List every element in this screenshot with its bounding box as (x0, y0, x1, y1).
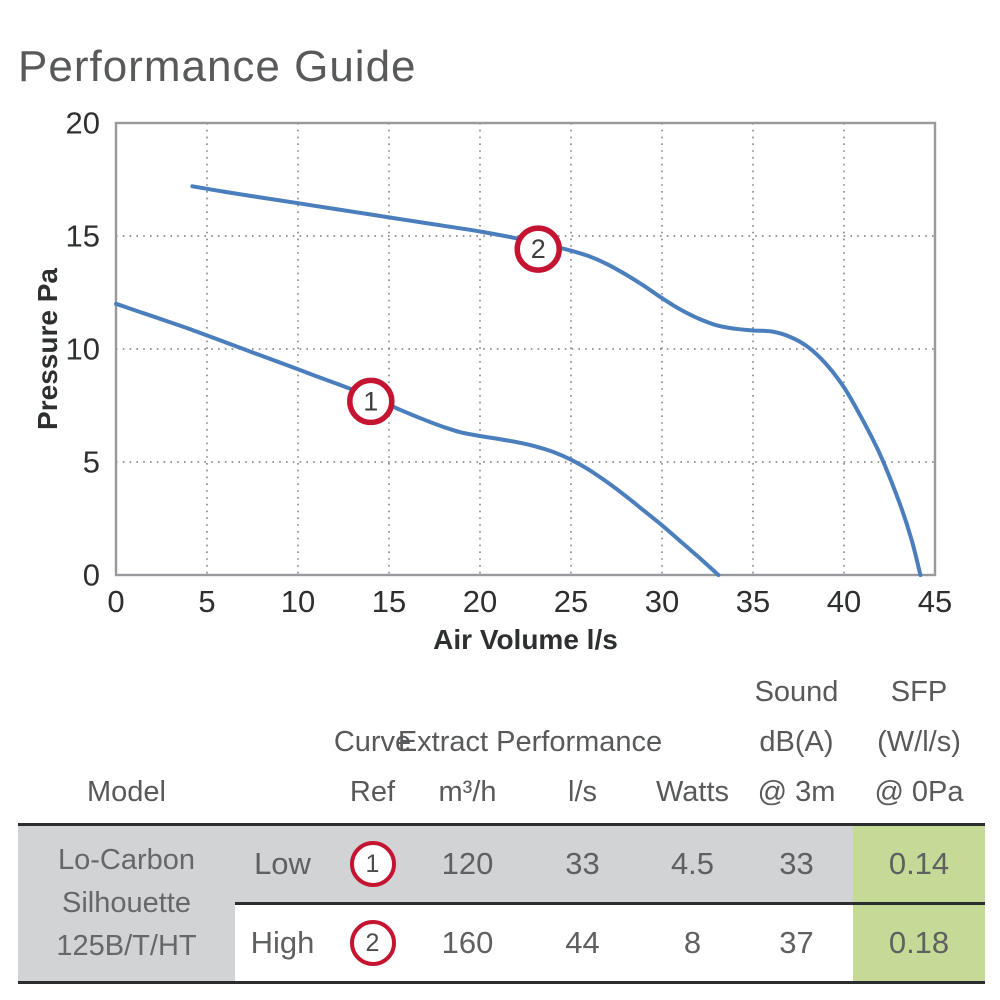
y-tick-label: 15 (66, 219, 100, 254)
x-tick-label: 25 (554, 584, 588, 619)
x-axis-title: Air Volume l/s (433, 624, 618, 655)
low-sfp-value: 0.14 (853, 826, 985, 902)
header-sfp-line1: SFP (890, 676, 948, 708)
header-curve-ref: Curve Ref (330, 717, 415, 823)
performance-curve-1 (114, 301, 721, 577)
header-ls-label: l/s (568, 776, 597, 808)
high-sfp-value: 0.18 (853, 905, 985, 981)
chart-curve-markers: 12 (347, 225, 562, 426)
plot-frame (114, 121, 937, 577)
header-extract-performance: Extract Performance (398, 717, 662, 767)
curve-ref-2-badge: 2 (349, 920, 396, 966)
header-model-label: Model (87, 776, 166, 808)
header-sound-line1: Sound (754, 676, 839, 708)
low-ls-value: 33 (565, 846, 600, 881)
table-row-high: High 2 160 44 8 37 0.18 (235, 905, 985, 981)
header-model: Model (18, 767, 235, 823)
x-tick-label: 30 (645, 584, 679, 619)
header-ls: l/s (520, 767, 645, 823)
x-tick-label: 20 (463, 584, 497, 619)
high-curve-ref-cell: 2 (330, 905, 415, 981)
header-sound: Sound dB(A) @ 3m (740, 667, 853, 823)
spec-table-body: Lo-Carbon Silhouette 125B/T/HT Low 1 120… (18, 823, 985, 984)
y-tick-label: 10 (66, 332, 100, 367)
model-cell: Lo-Carbon Silhouette 125B/T/HT (18, 826, 235, 981)
x-tick-label: 10 (281, 584, 315, 619)
header-sfp: SFP (W/l/s) @ 0Pa (853, 667, 985, 823)
header-sound-line3: @ 3m (757, 776, 836, 808)
curve-ref-1-badge: 1 (349, 841, 396, 887)
x-tick-label: 45 (918, 584, 952, 619)
y-tick-label: 0 (83, 558, 100, 593)
curve-marker-label-1: 1 (363, 386, 378, 416)
page-title: Performance Guide (18, 42, 417, 91)
high-ls-value: 44 (565, 925, 600, 960)
high-watts-value: 8 (683, 925, 702, 960)
y-tick-label: 20 (66, 106, 100, 141)
y-axis-title: Pressure Pa (32, 268, 63, 430)
performance-curve-2 (190, 184, 923, 577)
header-m3h-label: m³/h (438, 776, 497, 808)
low-m3h-value: 120 (441, 846, 494, 881)
curve-marker-label-2: 2 (531, 234, 546, 264)
low-curve-ref-cell: 1 (330, 826, 415, 902)
header-extract-label: Extract Performance (397, 726, 663, 758)
curve-marker-ring-1 (347, 377, 395, 426)
x-tick-label: 40 (827, 584, 861, 619)
header-watts: Watts (645, 767, 740, 823)
header-sfp-line3: @ 0Pa (874, 776, 964, 808)
spec-table-header: Model Curve Ref Extract Performance m³/h… (18, 672, 985, 823)
model-line1: Lo-Carbon (57, 844, 196, 876)
curve-marker-ring-2 (514, 225, 562, 273)
model-line2: Silhouette (62, 887, 191, 919)
chart-axis-labels: 0 5 10 15 20 25 30 35 40 45 0 5 10 15 20 Air Volume l/s… (32, 106, 952, 656)
chart-frame (114, 121, 937, 577)
high-m3h-value: 160 (441, 925, 494, 960)
high-sound-value: 37 (779, 925, 814, 960)
header-sound-line2: dB(A) (759, 726, 834, 758)
header-curve-line2: Ref (349, 776, 396, 808)
table-row-low: Low 1 120 33 4.5 33 0.14 (235, 826, 985, 902)
low-watts-value: 4.5 (670, 846, 715, 881)
header-m3h: m³/h (415, 767, 520, 823)
x-tick-label: 15 (372, 584, 406, 619)
x-tick-label: 5 (198, 584, 215, 619)
low-speed-label: Low (254, 846, 311, 881)
chart-curves (114, 184, 923, 577)
x-tick-label: 35 (736, 584, 770, 619)
y-tick-label: 5 (83, 445, 100, 480)
header-watts-label: Watts (655, 776, 730, 808)
header-curve-line1: Curve (333, 726, 412, 758)
high-speed-label: High (250, 925, 315, 960)
x-tick-label: 0 (107, 584, 124, 619)
low-sound-value: 33 (779, 846, 814, 881)
header-sfp-line2: (W/l/s) (877, 726, 961, 758)
model-line3: 125B/T/HT (56, 930, 197, 962)
row-divider (235, 902, 985, 905)
